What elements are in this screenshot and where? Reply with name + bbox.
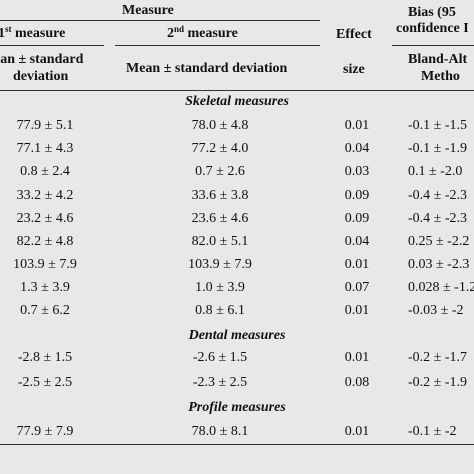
first-measure-cell: 77.9 ± 7.9	[16, 424, 74, 439]
bias-cell: 0.1 ± -2.0	[408, 164, 463, 179]
effect-size-cell: 0.01	[344, 303, 370, 318]
effect-size-cell: 0.01	[344, 257, 370, 272]
header-mean-sd-2: Mean ± standard deviation	[126, 61, 288, 76]
header-rule-measure	[0, 20, 320, 21]
header-first-measure: 1st measure	[0, 24, 66, 42]
bias-cell: -0.03 ± -2	[408, 303, 464, 318]
table-row: 77.9 ± 7.9 78.0 ± 8.1 0.01 -0.1 ± -2	[0, 420, 474, 444]
second-measure-cell: 0.7 ± 2.6	[195, 164, 245, 179]
bias-cell: -0.1 ± -2	[408, 424, 457, 439]
table-bottom-rule	[0, 444, 474, 445]
effect-size-cell: 0.01	[344, 424, 370, 439]
section-dental: Dental measures	[188, 328, 286, 343]
second-measure-cell: 0.8 ± 6.1	[195, 303, 245, 318]
section-skeletal: Skeletal measures	[185, 94, 289, 109]
first-measure-cell: 33.2 ± 4.2	[16, 188, 74, 203]
first-measure-cell: 103.9 ± 7.9	[13, 257, 77, 272]
first-measure-cell: 77.1 ± 4.3	[16, 141, 74, 156]
table-row: -2.5 ± 2.5 -2.3 ± 2.5 0.08 -0.2 ± -1.9	[0, 371, 474, 395]
table-row: 0.7 ± 6.2 0.8 ± 6.1 0.01 -0.03 ± -2	[0, 299, 474, 323]
bias-cell: -0.1 ± -1.5	[408, 118, 468, 133]
first-measure-cell: 0.7 ± 6.2	[20, 303, 70, 318]
effect-size-cell: 0.03	[344, 164, 370, 179]
header-measure: Measure	[122, 3, 174, 18]
bias-cell: -0.2 ± -1.9	[408, 375, 468, 390]
table-row: 77.1 ± 4.3 77.2 ± 4.0 0.04 -0.1 ± -1.9	[0, 137, 474, 161]
header-second-measure: 2nd measure	[167, 24, 238, 42]
first-measure-cell: -2.8 ± 1.5	[17, 350, 73, 365]
effect-size-cell: 0.09	[344, 188, 370, 203]
table-row: 77.9 ± 5.1 78.0 ± 4.8 0.01 -0.1 ± -1.5	[0, 114, 474, 138]
second-measure-cell: -2.3 ± 2.5	[192, 375, 248, 390]
first-measure-cell: 23.2 ± 4.6	[16, 211, 74, 226]
bias-cell: -0.4 ± -2.3	[408, 211, 468, 226]
table-row: 103.9 ± 7.9 103.9 ± 7.9 0.01 0.03 ± -2.3	[0, 253, 474, 277]
second-measure-cell: 33.6 ± 3.8	[191, 188, 249, 203]
first-measure-cell: -2.5 ± 2.5	[17, 375, 73, 390]
second-measure-cell: 1.0 ± 3.9	[195, 280, 245, 295]
effect-size-cell: 0.04	[344, 234, 370, 249]
bias-cell: 0.03 ± -2.3	[408, 257, 470, 272]
second-measure-cell: 77.2 ± 4.0	[191, 141, 249, 156]
effect-size-cell: 0.09	[344, 211, 370, 226]
header-bias: Bias (95	[408, 5, 456, 20]
table-row: -2.8 ± 1.5 -2.6 ± 1.5 0.01 -0.2 ± -1.7	[0, 346, 474, 370]
second-measure-cell: 78.0 ± 8.1	[191, 424, 249, 439]
bias-cell: -0.1 ± -1.9	[408, 141, 468, 156]
table-row: 23.2 ± 4.6 23.6 ± 4.6 0.09 -0.4 ± -2.3	[0, 207, 474, 231]
first-measure-cell: 0.8 ± 2.4	[20, 164, 70, 179]
effect-size-cell: 0.07	[344, 280, 370, 295]
first-measure-cell: 1.3 ± 3.9	[20, 280, 70, 295]
bias-cell: 0.25 ± -2.2	[408, 234, 470, 249]
header-size: size	[343, 62, 365, 77]
header-bland-altman: Bland-Alt	[408, 52, 468, 67]
header-effect: Effect	[336, 27, 372, 42]
table-row: 1.3 ± 3.9 1.0 ± 3.9 0.07 0.028 ± -1.2	[0, 276, 474, 300]
effect-size-cell: 0.01	[344, 118, 370, 133]
header-rule-bottom	[0, 90, 474, 91]
effect-size-cell: 0.04	[344, 141, 370, 156]
header-mean-sd-1-line1: ean ± standard	[0, 52, 84, 67]
first-measure-cell: 77.9 ± 5.1	[16, 118, 74, 133]
header-confidence: confidence I	[396, 21, 469, 36]
header-rule-first	[0, 45, 104, 46]
second-measure-cell: 103.9 ± 7.9	[188, 257, 252, 272]
bias-cell: -0.4 ± -2.3	[408, 188, 468, 203]
effect-size-cell: 0.01	[344, 350, 370, 365]
table-row: 82.2 ± 4.8 82.0 ± 5.1 0.04 0.25 ± -2.2	[0, 230, 474, 254]
first-measure-cell: 82.2 ± 4.8	[16, 234, 74, 249]
section-profile: Profile measures	[188, 400, 286, 415]
header-rule-second	[115, 45, 320, 46]
second-measure-cell: 23.6 ± 4.6	[191, 211, 249, 226]
table-row: 33.2 ± 4.2 33.6 ± 3.8 0.09 -0.4 ± -2.3	[0, 184, 474, 208]
header-mean-sd-1-line2: deviation	[13, 69, 69, 84]
header-rule-bias	[392, 45, 474, 46]
table-row: 0.8 ± 2.4 0.7 ± 2.6 0.03 0.1 ± -2.0	[0, 160, 474, 184]
second-measure-cell: 78.0 ± 4.8	[191, 118, 249, 133]
second-measure-cell: 82.0 ± 5.1	[191, 234, 249, 249]
bias-cell: -0.2 ± -1.7	[408, 350, 468, 365]
second-measure-cell: -2.6 ± 1.5	[192, 350, 248, 365]
effect-size-cell: 0.08	[344, 375, 370, 390]
header-method: Metho	[421, 69, 460, 84]
bias-cell: 0.028 ± -1.2	[408, 280, 474, 295]
